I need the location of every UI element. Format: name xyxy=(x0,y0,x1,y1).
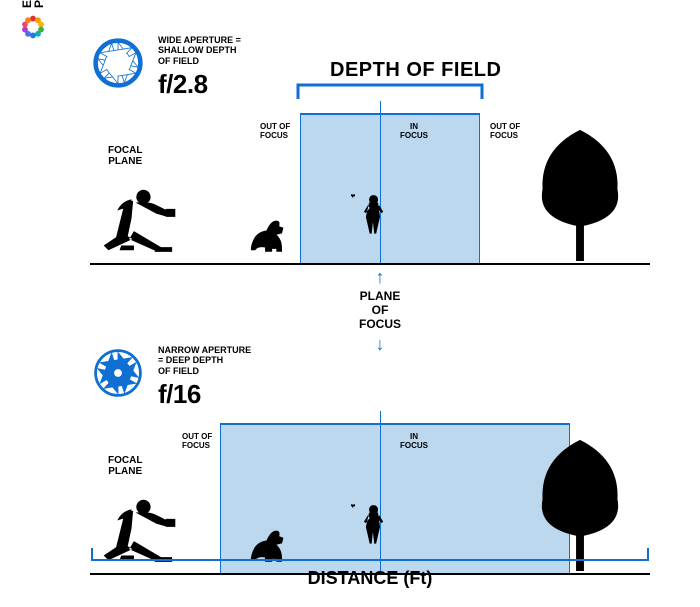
arrow-up-icon: ↑ xyxy=(340,268,420,286)
plane-of-focus-label-block: ↑ PLANE OF FOCUS ↓ xyxy=(340,268,420,353)
pof-l3: FOCUS xyxy=(340,318,420,332)
brand-text: EXPERT PHOTOGRAPHY xyxy=(21,0,45,8)
focal-plane-label-top: FOCALPLANE xyxy=(108,145,142,167)
depth-of-field-title: DEPTH OF FIELD xyxy=(330,59,501,82)
aperture-icon-wide xyxy=(90,35,146,91)
photographer-silhouette xyxy=(95,185,180,263)
aperture-block-narrow: NARROW APERTURE = DEEP DEPTH OF FIELD f/… xyxy=(90,345,251,410)
aperture-text-narrow: NARROW APERTURE = DEEP DEPTH OF FIELD f/… xyxy=(158,345,251,410)
tree-silhouette xyxy=(530,125,630,263)
brand-color-wheel xyxy=(20,14,46,40)
fstop-narrow: f/16 xyxy=(158,379,251,410)
fstop-wide: f/2.8 xyxy=(158,69,241,100)
label-out-of-focus-left: OUT OFFOCUS xyxy=(182,433,212,451)
dof-title-bracket xyxy=(296,83,484,101)
ap-line: = DEEP DEPTH xyxy=(158,355,251,365)
label-out-of-focus-right: OUT OFFOCUS xyxy=(490,123,520,141)
focal-plane-label-bottom: FOCALPLANE xyxy=(108,455,142,477)
aperture-icon-narrow xyxy=(90,345,146,401)
butterfly-icon xyxy=(351,503,361,513)
pof-l2: OF xyxy=(340,304,420,318)
ap-line: SHALLOW DEPTH xyxy=(158,45,241,55)
ap-line: WIDE APERTURE = xyxy=(158,35,241,45)
aperture-block-wide: WIDE APERTURE = SHALLOW DEPTH OF FIELD f… xyxy=(90,35,241,100)
butterfly-icon xyxy=(351,193,361,203)
brand-line2: PHOTOGRAPHY xyxy=(33,0,45,8)
stage-narrow-aperture: NARROW APERTURE = DEEP DEPTH OF FIELD f/… xyxy=(90,345,650,575)
distance-bracket xyxy=(90,548,650,562)
label-in-focus: INFOCUS xyxy=(400,433,428,451)
label-in-focus: INFOCUS xyxy=(400,123,428,141)
brand-logo: EXPERT PHOTOGRAPHY xyxy=(20,0,46,40)
label-out-of-focus-left: OUT OFFOCUS xyxy=(260,123,290,141)
aperture-text-wide: WIDE APERTURE = SHALLOW DEPTH OF FIELD f… xyxy=(158,35,241,100)
dog-silhouette xyxy=(245,215,295,263)
ap-line: OF FIELD xyxy=(158,366,251,376)
pof-l1: PLANE xyxy=(340,290,420,304)
distance-label: DISTANCE (Ft) xyxy=(90,568,650,589)
ground-line xyxy=(90,263,650,265)
girl-silhouette xyxy=(362,185,398,263)
stage-wide-aperture: WIDE APERTURE = SHALLOW DEPTH OF FIELD f… xyxy=(90,35,650,265)
ap-line: NARROW APERTURE xyxy=(158,345,251,355)
ap-line: OF FIELD xyxy=(158,56,241,66)
